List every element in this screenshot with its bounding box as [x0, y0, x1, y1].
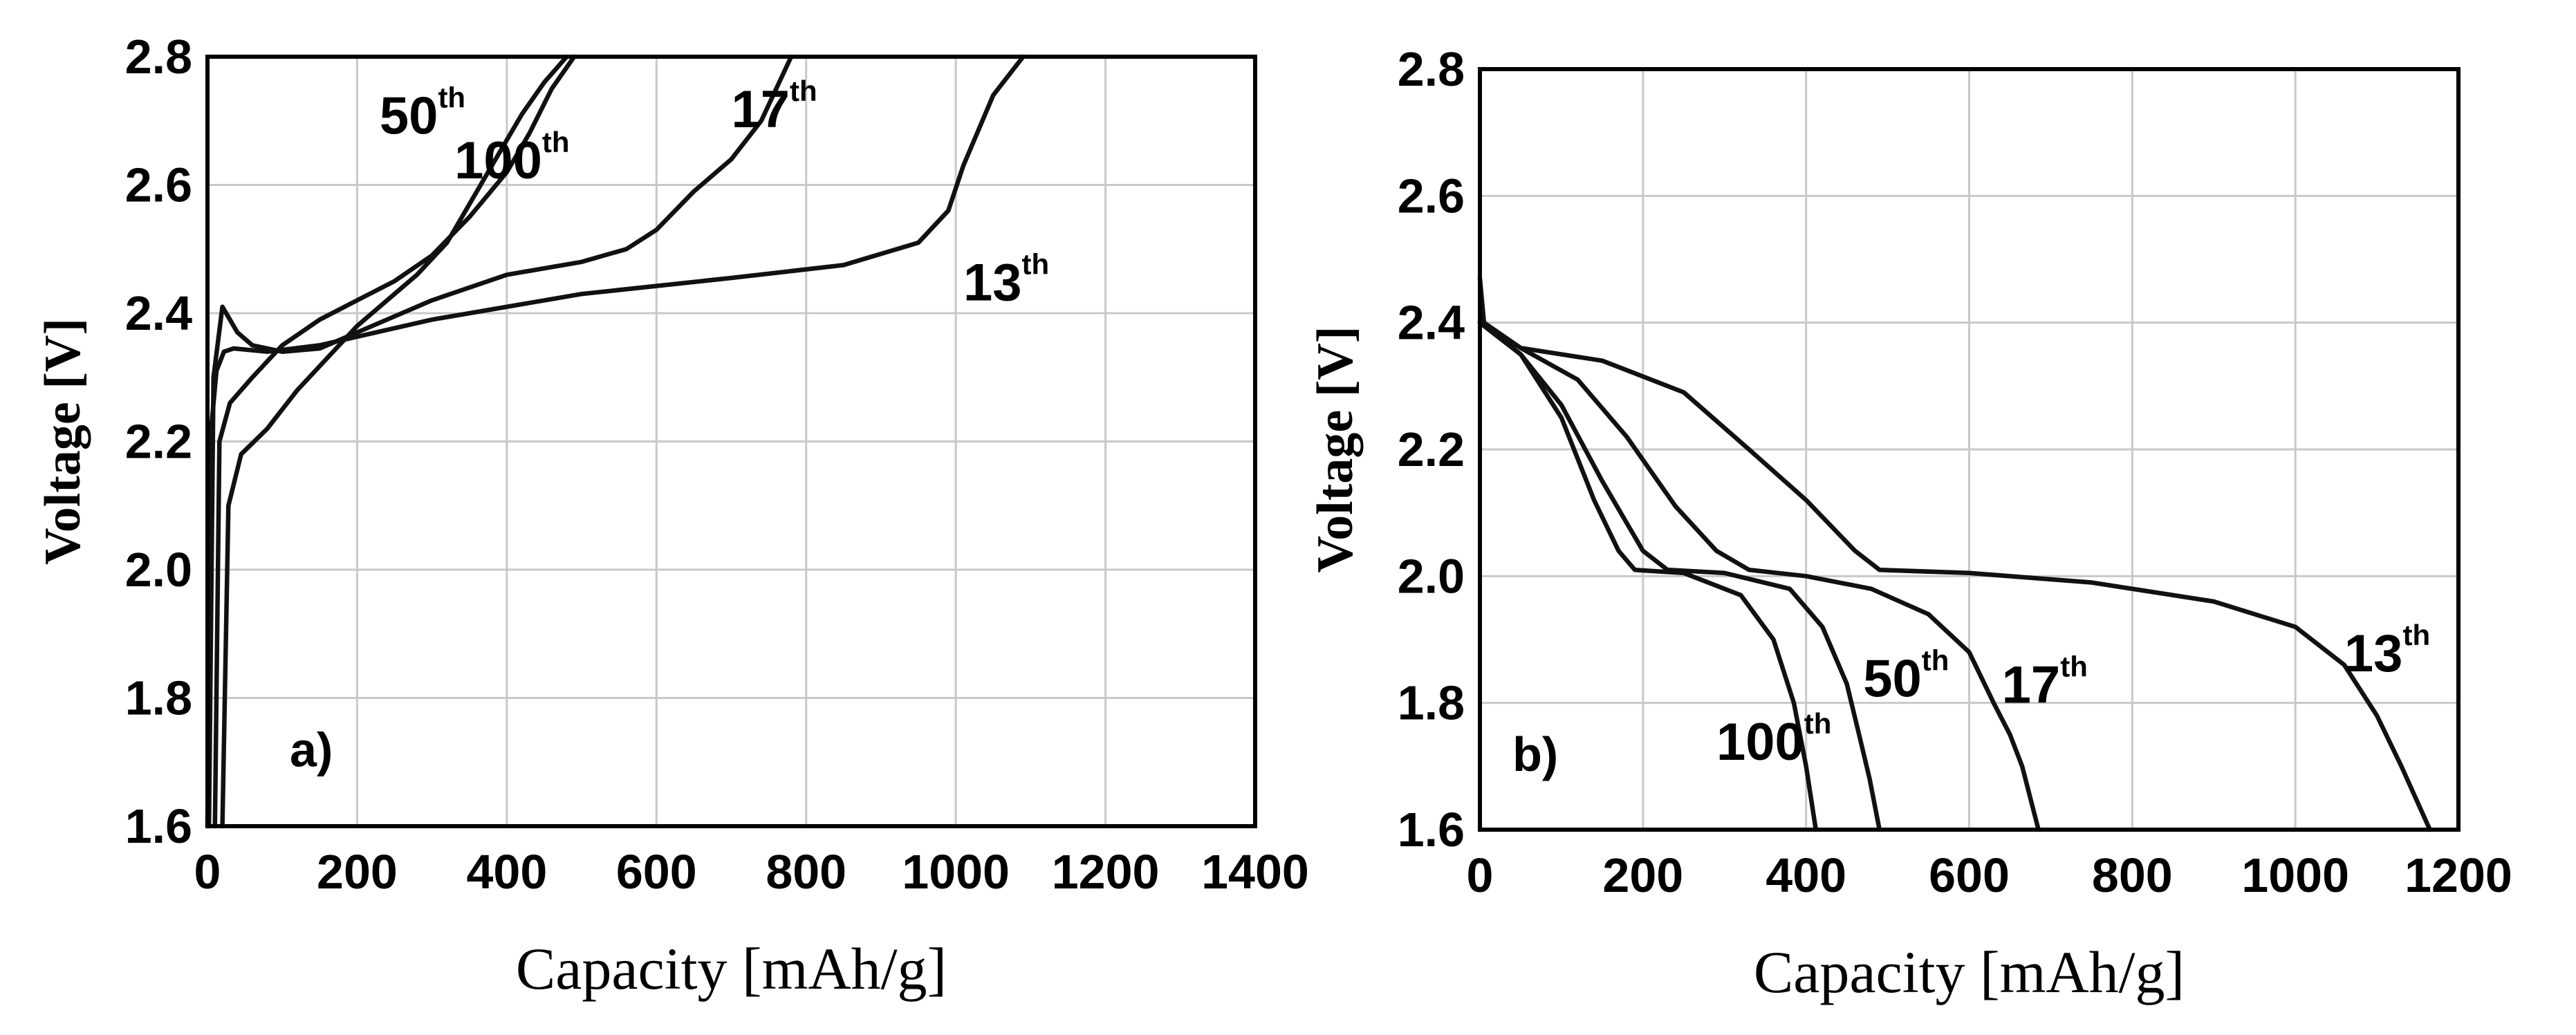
curve-label-number: 50	[380, 86, 438, 145]
panel-a-curve-100th	[212, 54, 577, 829]
curve-label-superscript: th	[1022, 248, 1050, 280]
panel-a-x-tick-label: 400	[466, 845, 547, 899]
panel-b-curve-17th	[1477, 320, 2041, 832]
curve-label-superscript: th	[542, 126, 570, 158]
panel-a: 0 200 400 600 800 1000 1200 1400 1.6 1.8 2.0 2.2 2.4…	[35, 30, 1309, 1002]
panel-b-x-tick-label: 400	[1766, 848, 1846, 902]
panel-b-y-tick-label: 2.6	[1398, 169, 1465, 223]
panel-a-x-tick-label: 600	[616, 845, 697, 899]
panel-a-curve-label-13th: 13th	[963, 248, 1049, 312]
curve-label-superscript: th	[790, 75, 817, 107]
curve-label-number: 17	[732, 80, 790, 139]
panel-a-y-tick-label: 1.6	[125, 799, 192, 853]
curve-label-number: 50	[1863, 650, 1922, 709]
panel-a-plot-frame	[205, 55, 1257, 828]
panel-a-x-tick-label: 1400	[1201, 845, 1309, 899]
curve-label-number: 17	[2002, 656, 2061, 715]
panel-b-x-tick-label: 0	[1467, 848, 1494, 902]
curve-label-number: 100	[454, 131, 542, 190]
panel-a-y-tick-label: 1.8	[125, 671, 192, 725]
panel-b-y-tick-label: 2.2	[1398, 422, 1465, 476]
panel-b-y-tick-label: 2.0	[1398, 549, 1465, 603]
panel-a-x-axis-title: Capacity [mAh/g]	[516, 935, 947, 1002]
panel-b-curve-50th	[1477, 320, 1882, 832]
panel-a-curve-13th	[205, 54, 1026, 829]
panel-a-y-tick-label: 2.4	[125, 286, 192, 340]
panel-b-curve-label-13th: 13th	[2344, 619, 2430, 683]
curve-label-superscript: th	[1922, 644, 1949, 677]
panel-b-x-tick-label: 1200	[2404, 848, 2512, 902]
panel-b-curve-label-17th: 17th	[2002, 651, 2088, 715]
panel-b-x-tick-label: 200	[1602, 848, 1683, 902]
panel-a-grid	[207, 57, 1255, 826]
panel-a-y-tick-label: 2.2	[125, 415, 192, 469]
panel-b-panel-label: b)	[1512, 727, 1558, 781]
panel-a-y-tick-label: 2.8	[125, 30, 192, 84]
panel-b-y-tick-label: 2.4	[1398, 296, 1465, 350]
curve-label-superscript: th	[1804, 707, 1832, 740]
panel-b-curve-label-50th: 50th	[1863, 644, 1949, 709]
panel-b-curve-13th	[1477, 276, 2432, 832]
panel-b-curve-100th	[1477, 320, 1819, 832]
panel-a-panel-label: a)	[290, 723, 333, 777]
curve-label-number: 13	[963, 253, 1022, 312]
panel-b: 0 200 400 600 800 1000 1200 1.6 1.8 2.0 2.2 2.4 2.6 2…	[1307, 42, 2512, 1005]
panel-a-curve-50th	[220, 54, 569, 829]
panel-b-y-tick-label: 2.8	[1398, 42, 1465, 96]
panel-b-y-tick-label: 1.8	[1398, 676, 1465, 730]
panel-b-x-axis-title: Capacity [mAh/g]	[1754, 939, 2185, 1005]
panel-b-x-tick-label: 600	[1929, 848, 2010, 902]
panel-a-curve-label-100th: 100th	[454, 126, 569, 190]
panel-a-curve-17th	[206, 54, 794, 829]
panel-a-curve-label-17th: 17th	[732, 75, 817, 139]
panel-a-x-tick-label: 0	[194, 845, 221, 899]
panel-a-y-tick-label: 2.6	[125, 158, 192, 212]
panel-a-x-tick-label: 800	[766, 845, 846, 899]
curve-label-superscript: th	[2402, 619, 2430, 651]
curve-label-superscript: th	[2060, 651, 2088, 683]
panel-a-x-tick-label: 200	[317, 845, 398, 899]
panel-a-curve-label-50th: 50th	[380, 81, 465, 145]
panel-b-y-axis-title: Voltage [V]	[1307, 326, 1364, 573]
panel-b-curve-label-100th: 100th	[1716, 707, 1831, 772]
panel-a-y-axis-title: Voltage [V]	[35, 318, 91, 565]
curve-label-number: 100	[1716, 713, 1804, 772]
curve-label-number: 13	[2344, 624, 2403, 683]
panel-b-x-tick-label: 1000	[2241, 848, 2349, 902]
panel-a-x-tick-label: 1200	[1052, 845, 1160, 899]
panel-b-grid	[1480, 69, 2458, 830]
curve-label-superscript: th	[438, 81, 465, 113]
panel-b-plot-frame	[1478, 67, 2461, 832]
panel-b-y-tick-label: 1.6	[1398, 803, 1465, 857]
panel-a-y-tick-label: 2.0	[125, 543, 192, 597]
panel-a-x-tick-label: 1000	[902, 845, 1010, 899]
panel-b-x-tick-label: 800	[2092, 848, 2173, 902]
